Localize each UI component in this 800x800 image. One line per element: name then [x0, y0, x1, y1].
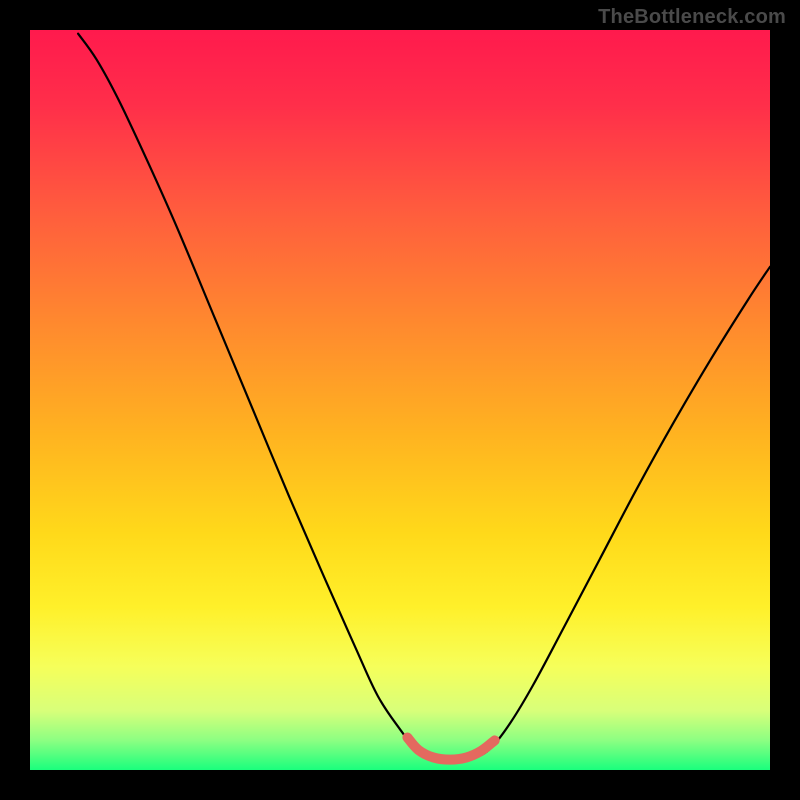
chart-stage: TheBottleneck.com: [0, 0, 800, 800]
plot-background: [30, 30, 770, 770]
watermark-text: TheBottleneck.com: [598, 6, 786, 29]
chart-svg: [0, 0, 800, 800]
